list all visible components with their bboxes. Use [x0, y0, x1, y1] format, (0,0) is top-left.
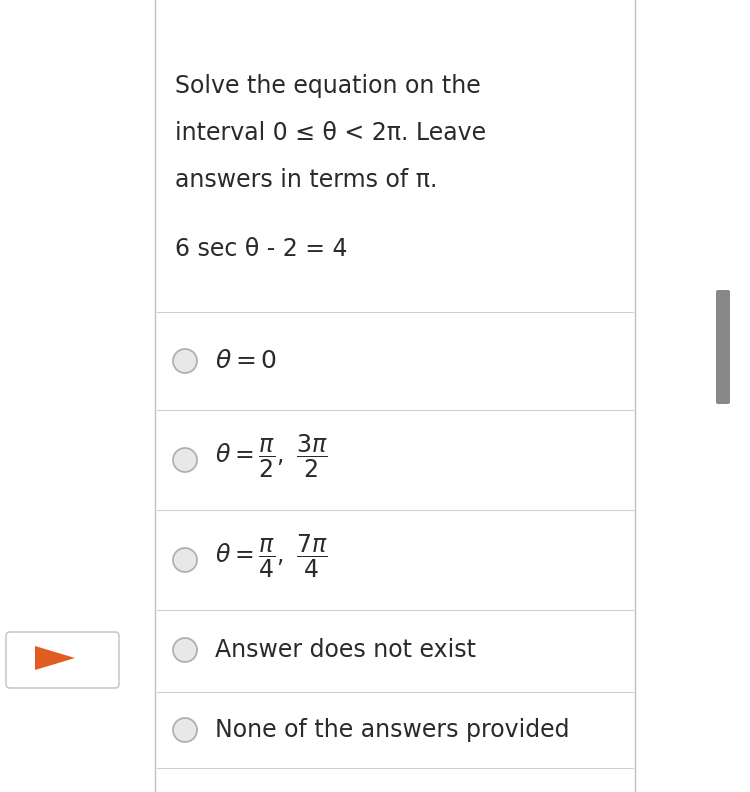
FancyBboxPatch shape: [716, 290, 730, 404]
Circle shape: [173, 448, 197, 472]
Text: None of the answers provided: None of the answers provided: [215, 718, 569, 742]
Polygon shape: [35, 646, 75, 670]
Text: 6 sec θ - 2 = 4: 6 sec θ - 2 = 4: [175, 237, 347, 261]
FancyBboxPatch shape: [6, 632, 119, 688]
Circle shape: [173, 548, 197, 572]
Text: $\theta = 0$: $\theta = 0$: [215, 349, 278, 373]
Circle shape: [173, 638, 197, 662]
Circle shape: [173, 718, 197, 742]
Circle shape: [173, 349, 197, 373]
Text: interval 0 ≤ θ < 2π. Leave: interval 0 ≤ θ < 2π. Leave: [175, 121, 486, 145]
Text: Solve the equation on the: Solve the equation on the: [175, 74, 481, 98]
Text: $\theta = \dfrac{\pi}{4},\ \dfrac{7\pi}{4}$: $\theta = \dfrac{\pi}{4},\ \dfrac{7\pi}{…: [215, 532, 328, 580]
Text: Answer does not exist: Answer does not exist: [215, 638, 476, 662]
Text: answers in terms of π.: answers in terms of π.: [175, 168, 437, 192]
Text: $\theta = \dfrac{\pi}{2},\ \dfrac{3\pi}{2}$: $\theta = \dfrac{\pi}{2},\ \dfrac{3\pi}{…: [215, 432, 328, 480]
